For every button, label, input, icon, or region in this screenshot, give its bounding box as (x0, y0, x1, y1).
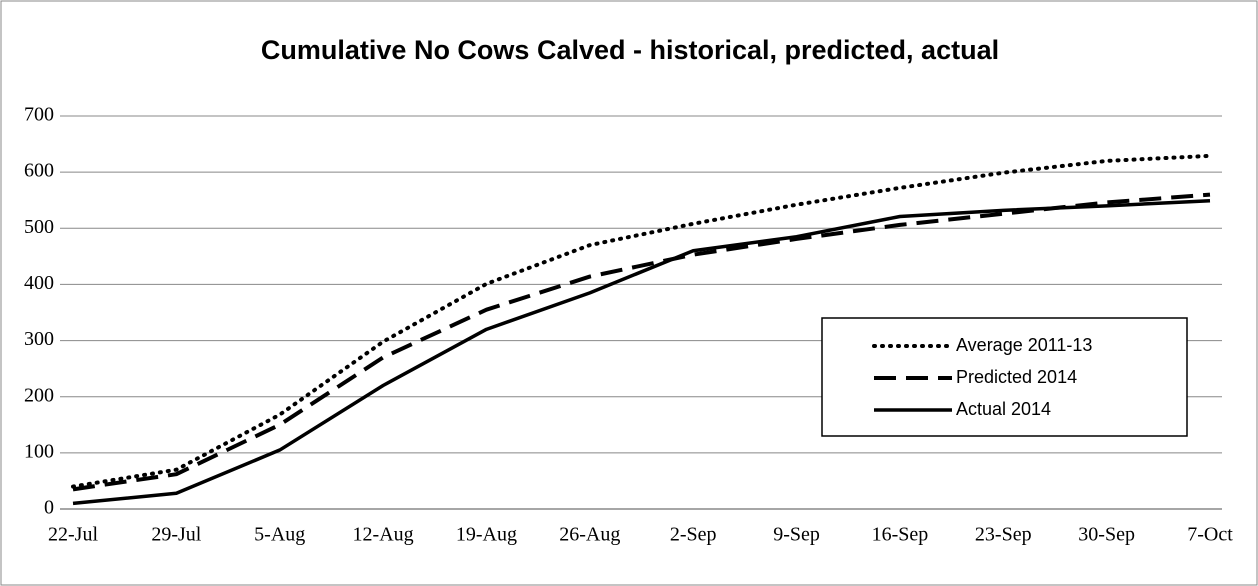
x-tick-label: 16-Sep (872, 524, 929, 546)
series-line (72, 192, 1211, 492)
y-tick-label: 400 (24, 272, 54, 294)
y-tick-label: 0 (44, 497, 54, 519)
x-tick-label: 23-Sep (975, 524, 1032, 546)
y-tick-label: 700 (24, 104, 54, 126)
legend-label: Predicted 2014 (956, 367, 1077, 387)
x-tick-label: 5-Aug (254, 524, 305, 546)
y-tick-label: 500 (24, 216, 54, 238)
y-tick-label: 200 (24, 384, 54, 406)
legend-label: Average 2011-13 (956, 335, 1092, 355)
x-tick-label: 9-Sep (773, 524, 820, 546)
x-tick-label: 7-Oct (1187, 524, 1233, 546)
x-tick-label: 26-Aug (559, 524, 620, 546)
x-tick-label: 22-Jul (48, 524, 98, 546)
x-tick-label: 12-Aug (353, 524, 414, 546)
x-tick-label: 30-Sep (1078, 524, 1135, 546)
y-tick-label: 300 (24, 328, 54, 350)
x-tick-label: 2-Sep (670, 524, 717, 546)
series-line (72, 199, 1211, 506)
chart-title: Cumulative No Cows Calved - historical, … (261, 35, 999, 65)
x-tick-label: 29-Jul (151, 524, 201, 546)
series-line (71, 153, 1212, 489)
y-tick-label: 100 (24, 440, 54, 462)
x-tick-label: 19-Aug (456, 524, 517, 546)
legend-label: Actual 2014 (956, 399, 1051, 419)
y-tick-label: 600 (24, 160, 54, 182)
